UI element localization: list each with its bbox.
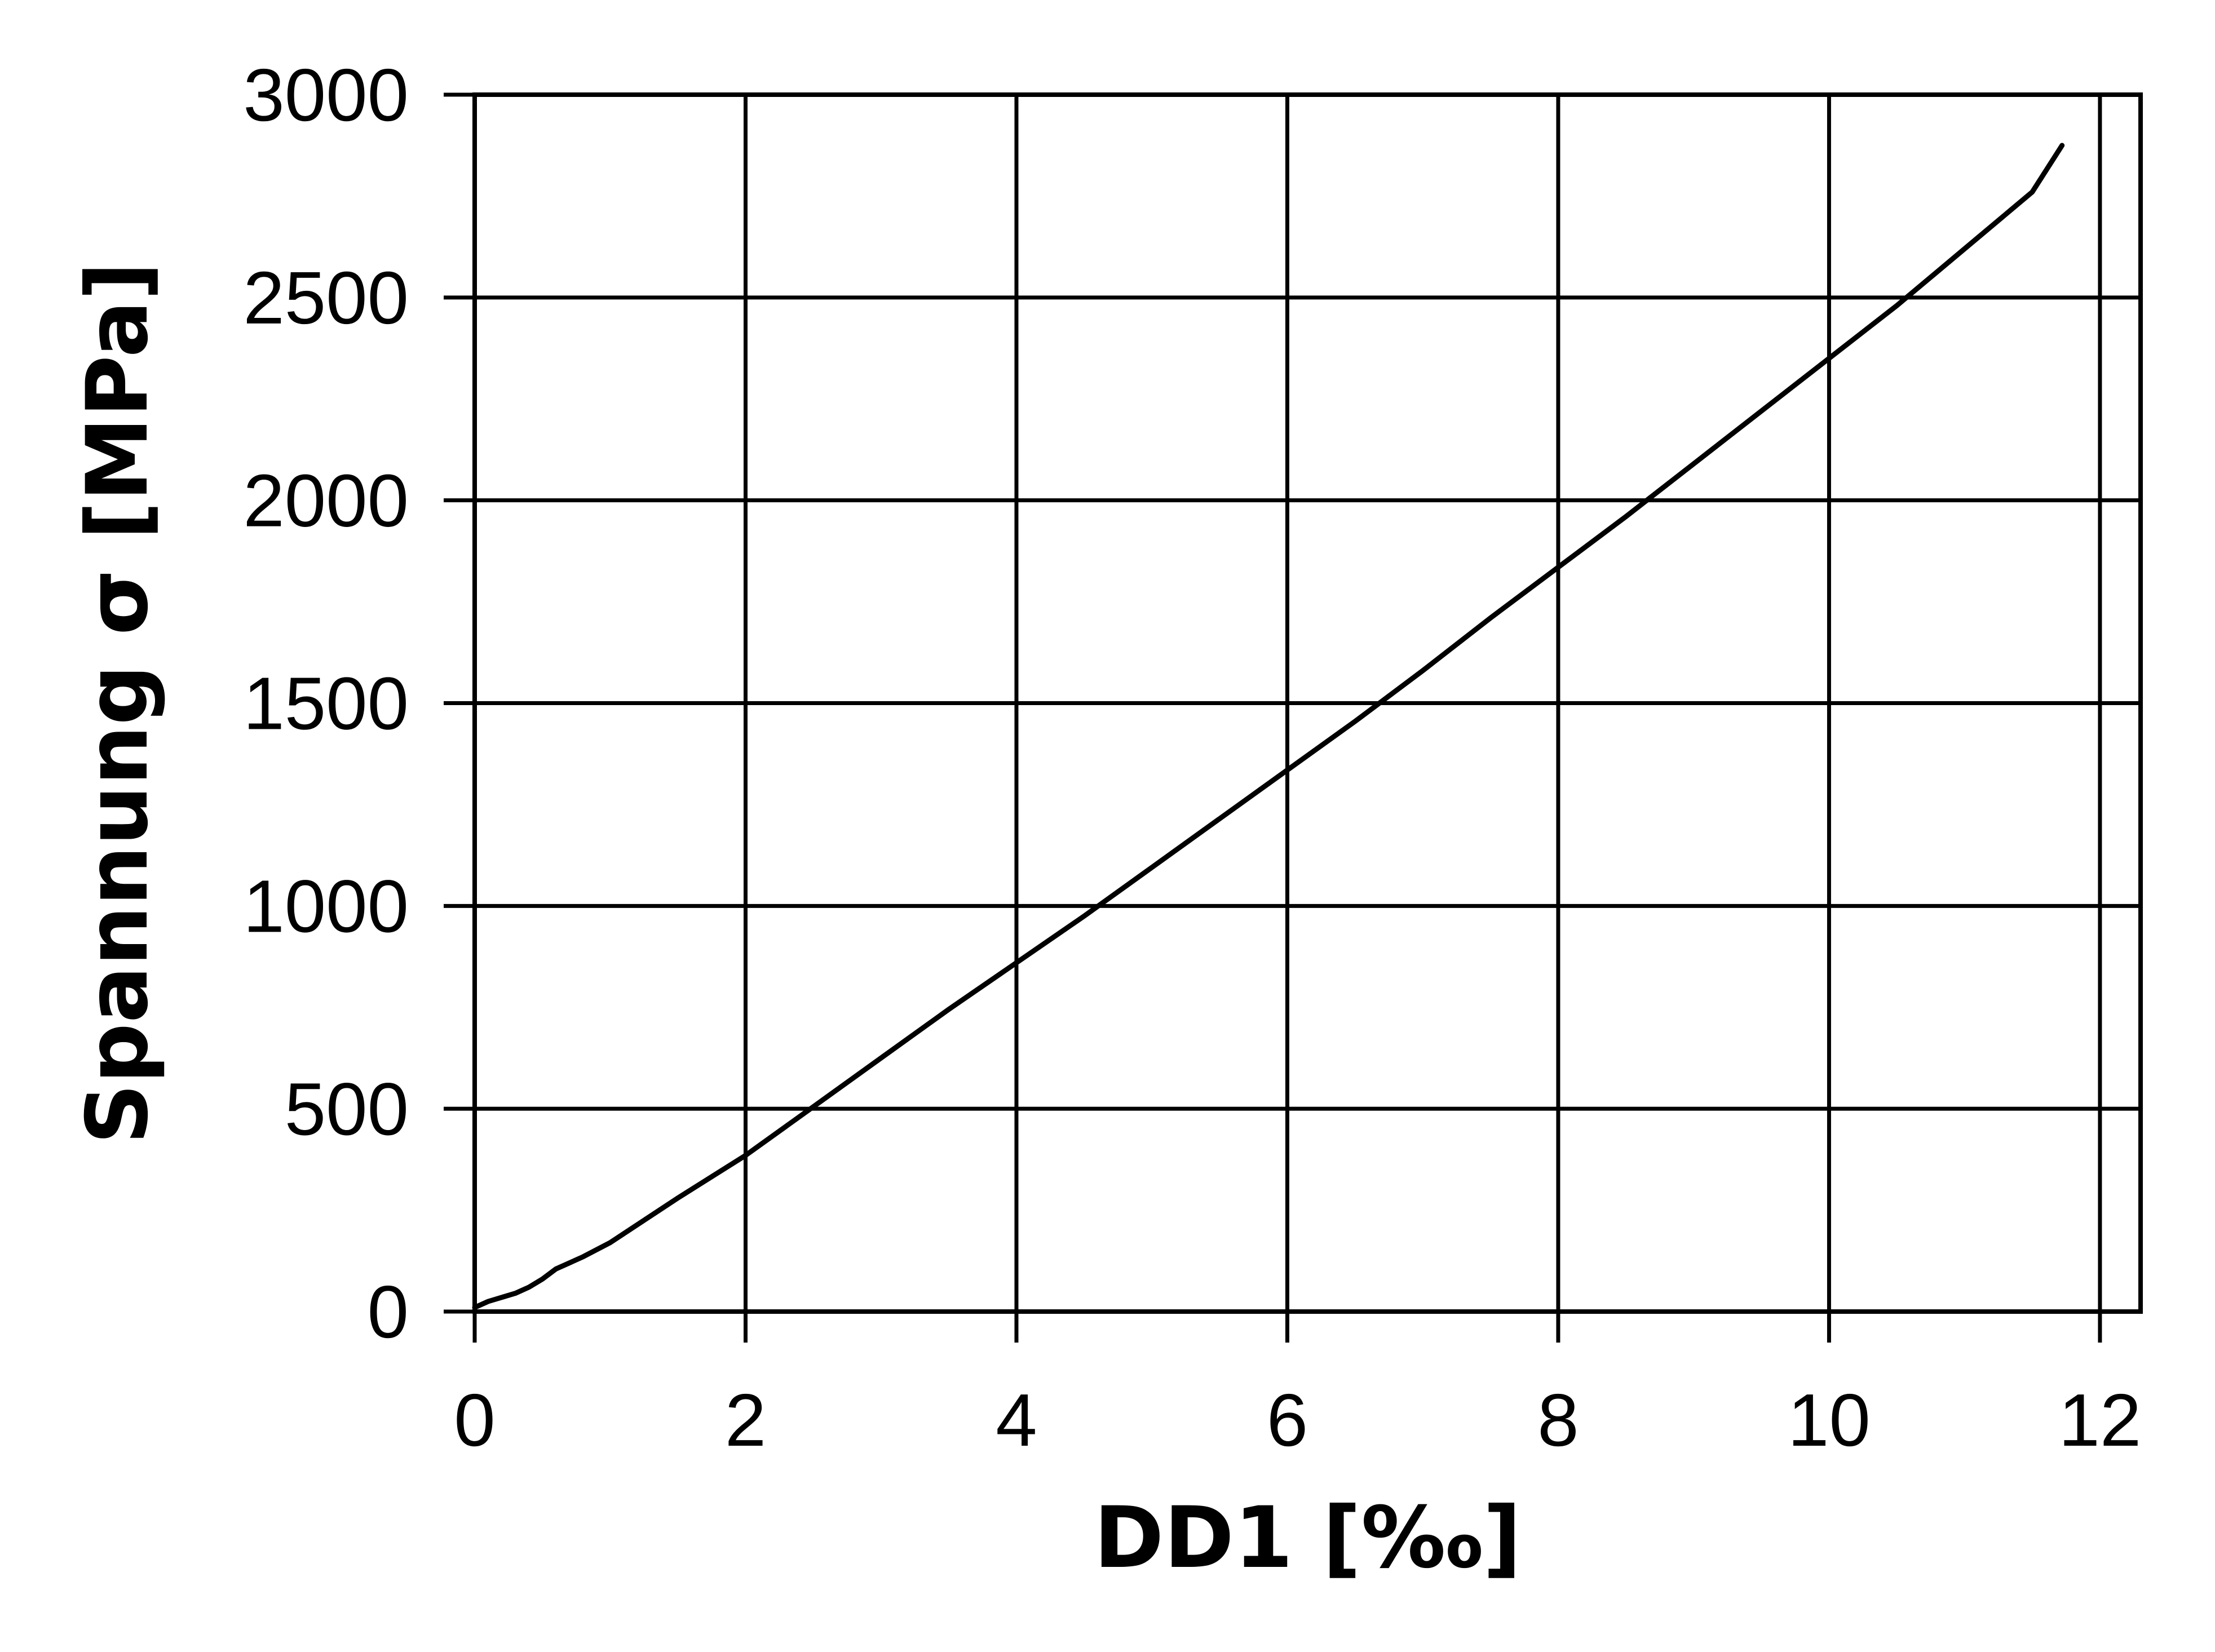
x-tick-label: 0 — [454, 1379, 495, 1461]
plot-frame — [472, 92, 2143, 1314]
y-tick-label: 2000 — [243, 459, 409, 542]
x-tick-label: 2 — [725, 1379, 766, 1461]
y-tick-label: 1500 — [243, 662, 409, 745]
x-tick-label: 12 — [2059, 1379, 2142, 1461]
x-axis-title: DD1 [‰] — [1094, 1489, 1522, 1587]
tick-labels: 0 2 4 6 8 10 12 0 500 1000 1500 2000 2500 3000 — [243, 54, 2141, 1461]
axis-ticks — [444, 92, 2102, 1343]
y-tick-label: 0 — [368, 1270, 409, 1353]
x-tick-label: 4 — [996, 1379, 1037, 1461]
x-tick-label: 10 — [1788, 1379, 1871, 1461]
x-tick-label: 8 — [1537, 1379, 1579, 1461]
x-tick-label: 6 — [1267, 1379, 1308, 1461]
y-tick-label: 500 — [285, 1068, 409, 1150]
y-tick-label: 1000 — [243, 865, 409, 947]
data-line — [472, 143, 2065, 1310]
y-tick-label: 2500 — [243, 256, 409, 339]
data-series — [472, 143, 2065, 1310]
y-tick-label: 3000 — [243, 54, 409, 136]
y-axis-title: Spannung σ [MPa] — [69, 262, 167, 1145]
